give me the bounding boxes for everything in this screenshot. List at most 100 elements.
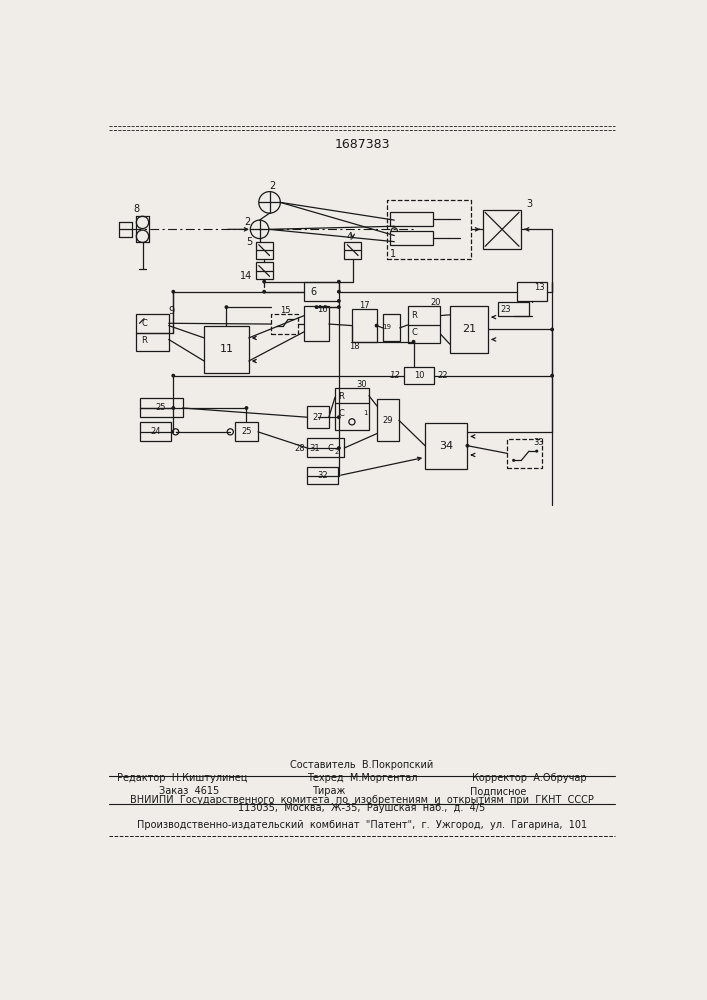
Circle shape (411, 340, 416, 344)
Text: C: C (327, 444, 333, 453)
Text: R: R (338, 392, 344, 401)
Text: 13: 13 (534, 283, 544, 292)
Text: Редактор  Н.Киштулинец: Редактор Н.Киштулинец (117, 773, 247, 783)
Text: 33: 33 (533, 438, 544, 447)
Text: 5: 5 (247, 237, 252, 247)
Text: 16: 16 (317, 305, 328, 314)
Bar (335, 388, 369, 430)
Bar (483, 210, 521, 249)
Text: 1: 1 (390, 249, 396, 259)
Text: 19: 19 (382, 324, 391, 330)
Circle shape (465, 444, 469, 448)
Bar (136, 314, 169, 351)
Bar (408, 306, 440, 343)
Text: Тираж: Тираж (312, 786, 346, 796)
Text: 17: 17 (359, 301, 370, 310)
Circle shape (337, 446, 341, 450)
Text: 11: 11 (219, 344, 233, 354)
Circle shape (337, 305, 341, 309)
Text: Техред  М.Моргентал: Техред М.Моргентал (307, 773, 417, 783)
Bar (308, 438, 344, 457)
Text: 1: 1 (363, 410, 367, 416)
Text: ВНИИПИ  Государственного  комитета  по  изобретениям  и  открытиям  при  ГКНТ  С: ВНИИПИ Государственного комитета по изоб… (130, 795, 594, 805)
Text: 6: 6 (310, 287, 317, 297)
Bar (498, 302, 529, 316)
Text: 4: 4 (346, 232, 353, 242)
Bar (304, 306, 329, 341)
Circle shape (337, 403, 341, 407)
Bar (344, 242, 361, 259)
Circle shape (262, 280, 266, 284)
Text: Производственно-издательский  комбинат  "Патент",  г.  Ужгород,  ул.  Гагарина, : Производственно-издательский комбинат "П… (137, 820, 587, 830)
Bar (308, 406, 329, 428)
Circle shape (262, 290, 266, 294)
Bar (425, 423, 467, 469)
Text: R: R (141, 336, 147, 345)
Text: 10: 10 (414, 371, 424, 380)
Bar (304, 282, 339, 301)
Circle shape (535, 450, 538, 453)
Text: R: R (411, 311, 417, 320)
Text: 24: 24 (151, 427, 161, 436)
Text: 28: 28 (294, 444, 305, 453)
Circle shape (337, 415, 341, 419)
Circle shape (171, 406, 175, 410)
Text: 25: 25 (156, 403, 166, 412)
Bar (140, 422, 171, 441)
Text: 113035,  Москва,  Ж-35,  Раушская  наб.,  д.  4/5: 113035, Москва, Ж-35, Раушская наб., д. … (238, 803, 486, 813)
Text: 8: 8 (134, 204, 139, 214)
Text: 32: 32 (317, 471, 328, 480)
Bar (256, 242, 273, 259)
Bar (390, 231, 433, 245)
Bar (308, 467, 338, 484)
Text: 3: 3 (526, 199, 532, 209)
Bar (235, 422, 258, 441)
Text: 2: 2 (334, 449, 339, 455)
Text: C: C (338, 409, 344, 418)
Circle shape (337, 280, 341, 284)
Text: 2: 2 (244, 217, 250, 227)
Bar (450, 306, 489, 353)
Text: Корректор  А.Обручар: Корректор А.Обручар (472, 773, 586, 783)
Text: C: C (141, 319, 147, 328)
Text: 9: 9 (169, 306, 175, 316)
Circle shape (550, 374, 554, 378)
Text: 15: 15 (280, 306, 290, 315)
Text: 23: 23 (501, 305, 511, 314)
Text: Составитель  В.Покропский: Составитель В.Покропский (291, 760, 433, 770)
Circle shape (337, 290, 341, 294)
Text: 20: 20 (431, 298, 441, 307)
Text: 21: 21 (462, 324, 476, 334)
Text: 27: 27 (312, 413, 323, 422)
Bar (404, 367, 433, 384)
Text: 31: 31 (310, 444, 320, 453)
Circle shape (512, 459, 515, 462)
Text: Подписное: Подписное (470, 786, 527, 796)
Text: 34: 34 (439, 441, 453, 451)
Text: 14: 14 (240, 271, 252, 281)
Bar (518, 282, 547, 301)
Text: C: C (411, 328, 417, 337)
Bar (140, 398, 182, 417)
Circle shape (171, 290, 175, 294)
Circle shape (315, 305, 318, 309)
Circle shape (337, 299, 341, 303)
Circle shape (171, 374, 175, 378)
Circle shape (225, 305, 228, 309)
Circle shape (245, 406, 248, 410)
Text: 30: 30 (356, 380, 366, 389)
Text: 1687383: 1687383 (334, 138, 390, 151)
Bar (390, 212, 433, 226)
Text: 29: 29 (383, 416, 393, 425)
Text: 12: 12 (390, 371, 400, 380)
Bar (256, 262, 273, 279)
Text: Заказ  4615: Заказ 4615 (160, 786, 220, 796)
Circle shape (375, 324, 378, 328)
Bar (204, 326, 249, 373)
Circle shape (550, 328, 554, 331)
Text: 22: 22 (438, 371, 448, 380)
Bar (352, 309, 377, 342)
Bar (378, 399, 399, 441)
Text: 18: 18 (349, 342, 360, 351)
Bar (382, 314, 399, 341)
